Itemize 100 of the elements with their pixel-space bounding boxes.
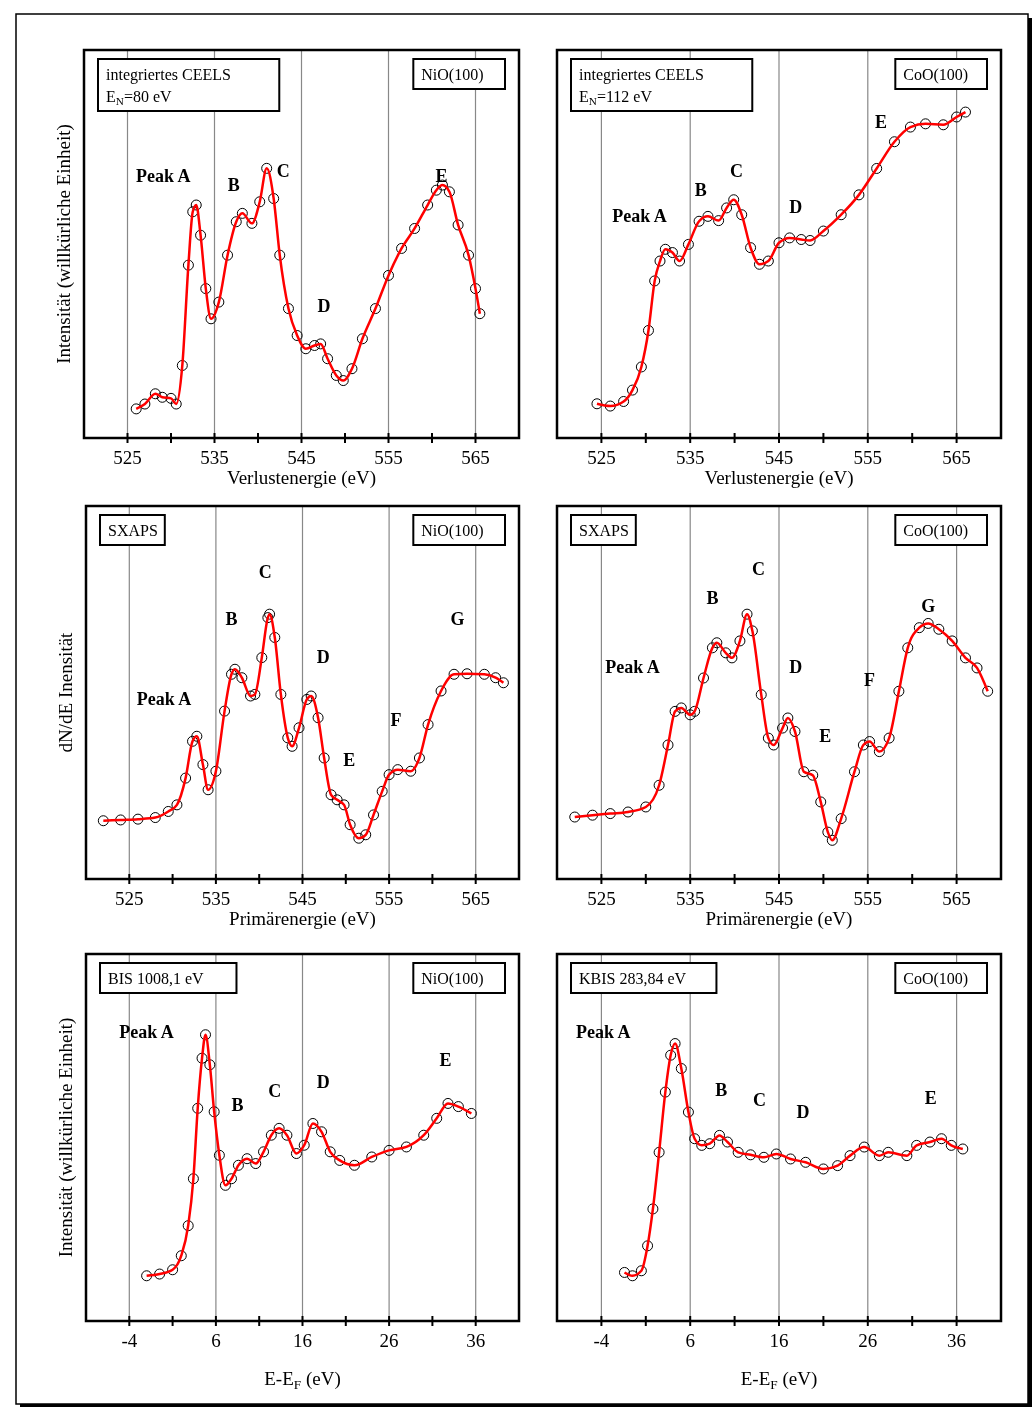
x-tick-label: 565: [461, 447, 490, 468]
annotation: G: [450, 609, 465, 630]
point: [290, 1148, 302, 1160]
point: [822, 826, 834, 838]
point: [666, 247, 678, 259]
point: [130, 403, 142, 415]
point: [383, 769, 395, 781]
point: [649, 275, 661, 287]
point: [911, 1139, 923, 1151]
point: [219, 1179, 231, 1191]
point: [204, 1059, 216, 1071]
x-tick-label: 6: [685, 1330, 695, 1351]
point: [330, 369, 342, 381]
point: [132, 813, 144, 825]
point: [307, 1117, 319, 1129]
point: [946, 635, 958, 647]
point: [604, 400, 616, 412]
point: [689, 1133, 701, 1145]
point: [309, 340, 321, 352]
point: [815, 796, 827, 808]
x-axis-title: E-E$_{F}$ (eV): [264, 1368, 341, 1392]
x-tick-label: 36: [947, 1330, 967, 1351]
annotation: Peak A: [136, 688, 192, 709]
point: [225, 1173, 237, 1185]
point: [383, 1144, 395, 1156]
point: [497, 677, 509, 689]
point: [182, 259, 194, 271]
point: [225, 668, 237, 680]
y-axis-title: dN/dE Inensität: [55, 631, 76, 753]
point: [933, 623, 945, 635]
annotation: E: [435, 166, 448, 187]
annotation: B: [231, 1094, 244, 1115]
x-tick-label: 16: [293, 1330, 312, 1351]
annotation: C: [268, 1080, 282, 1101]
point: [409, 222, 421, 234]
point: [721, 202, 733, 214]
point: [848, 766, 860, 778]
point: [758, 1151, 770, 1163]
annotation: B: [715, 1080, 728, 1101]
text: KBIS 283,84 eV: [579, 970, 687, 987]
point: [264, 608, 276, 620]
text: NiO(100): [421, 522, 484, 540]
x-tick-label: 565: [942, 888, 971, 909]
x-tick-label: 565: [942, 447, 971, 468]
point: [762, 732, 774, 744]
point: [315, 338, 327, 350]
point: [591, 398, 603, 410]
annotation: B: [225, 609, 238, 630]
point: [156, 391, 168, 403]
point: [698, 672, 710, 684]
point: [669, 705, 681, 717]
point: [269, 631, 281, 643]
point: [745, 242, 757, 254]
point: [324, 1146, 336, 1158]
point: [254, 196, 266, 208]
point: [478, 668, 490, 680]
point: [273, 1122, 285, 1134]
point: [728, 194, 740, 206]
point: [281, 1129, 293, 1141]
point: [236, 207, 248, 219]
point: [785, 1153, 797, 1165]
point: [149, 388, 161, 400]
point: [360, 829, 372, 841]
x-axis-title: Primärenergie (eV): [705, 908, 853, 930]
annotation: C: [752, 1090, 766, 1111]
x-tick-label: 545: [287, 447, 316, 468]
text: SXAPS: [579, 522, 629, 539]
point: [888, 136, 900, 148]
point: [587, 809, 599, 821]
point: [982, 685, 994, 697]
point: [413, 752, 425, 764]
point: [682, 238, 694, 250]
point: [951, 111, 963, 123]
point: [807, 769, 819, 781]
point: [474, 308, 486, 320]
point: [959, 652, 971, 664]
point: [268, 193, 280, 205]
point: [442, 1097, 454, 1109]
text: NiO(100): [421, 970, 484, 988]
point: [200, 1029, 212, 1041]
point: [443, 186, 455, 198]
x-tick-label: 525: [587, 447, 616, 468]
text: CoO(100): [903, 66, 969, 84]
point: [675, 1063, 687, 1075]
point: [187, 1173, 199, 1185]
point: [322, 353, 334, 365]
point: [344, 819, 356, 831]
x-tick-label: 525: [587, 888, 616, 909]
point: [800, 1156, 812, 1168]
point: [696, 1139, 708, 1151]
point: [871, 162, 883, 174]
point: [463, 249, 475, 261]
point: [635, 361, 647, 373]
point: [213, 296, 225, 308]
point: [141, 1270, 153, 1282]
x-tick-label: 36: [466, 1330, 486, 1351]
point: [236, 672, 248, 684]
point: [356, 333, 368, 345]
point: [392, 764, 404, 776]
annotation: D: [317, 295, 331, 316]
